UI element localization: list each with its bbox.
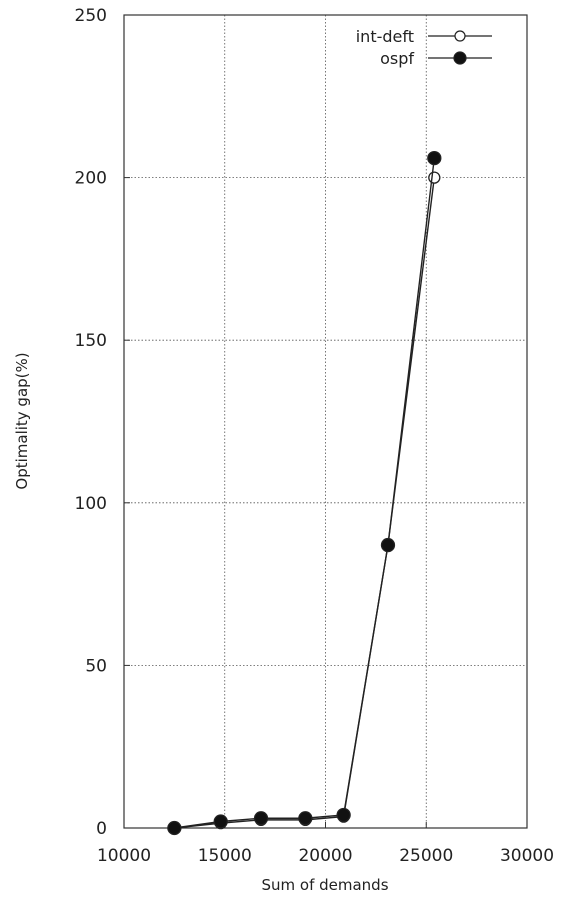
data-point-ospf <box>380 537 396 553</box>
x-tick-label: 25000 <box>399 846 453 866</box>
axis-ticks: 10000 15000 20000 25000 30000 0 50 100 150 200 250 <box>75 6 555 866</box>
data-point-ospf <box>298 811 313 826</box>
legend-marker-int-deft <box>454 30 466 42</box>
data-point-ospf <box>167 820 182 836</box>
data-point-ospf <box>253 811 269 826</box>
y-tick-label: 50 <box>85 656 107 676</box>
y-tick-label: 100 <box>75 494 107 514</box>
x-tick-label: 30000 <box>500 846 554 866</box>
legend-label-ospf: ospf <box>380 49 414 68</box>
series <box>167 150 442 836</box>
legend-label-int-deft: int-deft <box>356 27 414 46</box>
x-tick-label: 20000 <box>298 846 352 866</box>
series-line-ospf <box>174 158 436 829</box>
x-axis-label: Sum of demands <box>261 876 388 894</box>
y-tick-label: 200 <box>75 169 107 189</box>
legend: int-deft ospf <box>356 27 492 68</box>
legend-marker-ospf <box>453 51 467 65</box>
grid <box>124 15 527 828</box>
y-tick-label: 150 <box>75 331 107 351</box>
data-point-ospf <box>427 150 442 166</box>
x-tick-label: 10000 <box>97 846 151 866</box>
y-tick-label: 250 <box>75 6 107 26</box>
series-line-int-deft <box>174 177 436 829</box>
data-point-ospf <box>213 814 228 829</box>
data-point-int-deft <box>428 171 441 184</box>
y-axis-label: Optimality gap(%) <box>13 352 31 489</box>
data-point-ospf <box>336 807 351 823</box>
x-tick-label: 15000 <box>198 846 252 866</box>
y-tick-label: 0 <box>96 819 107 839</box>
